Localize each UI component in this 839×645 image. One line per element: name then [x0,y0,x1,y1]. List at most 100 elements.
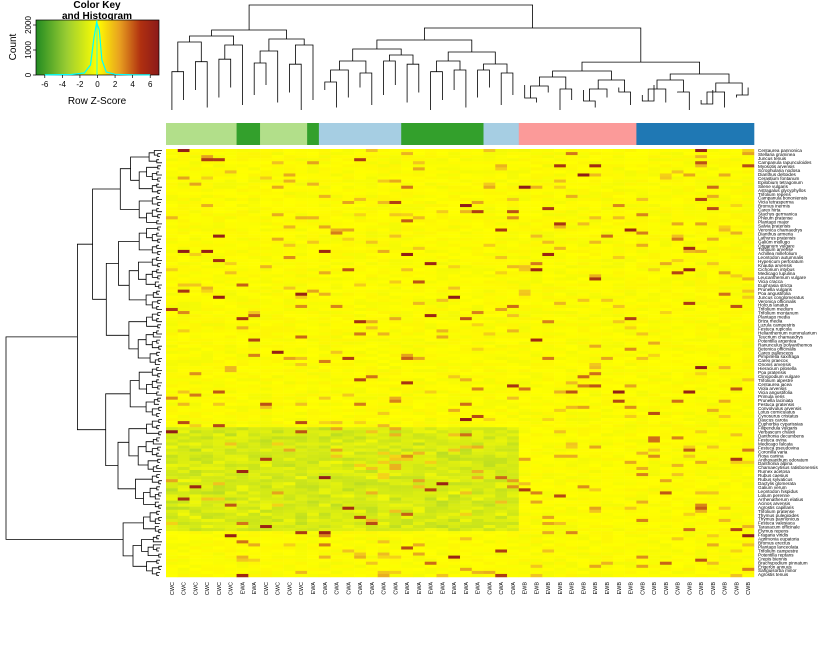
heatmap-cell [742,246,755,251]
heatmap-cell [530,393,543,397]
heatmap-cell [683,194,696,199]
heatmap-cell [683,399,696,403]
heatmap-cell [518,332,531,336]
heatmap-cell [695,396,708,400]
heatmap-cell [213,344,226,348]
heatmap-cell [365,314,378,318]
heatmap-cell [624,356,637,361]
heatmap-cell [483,268,496,272]
heatmap-cell [412,329,425,333]
heatmap-cell [742,283,755,287]
heatmap-cell [377,280,390,284]
heatmap-cell [224,194,237,199]
heatmap-cell [189,274,202,278]
heatmap-cell [436,408,449,413]
heatmap-cell [189,390,202,394]
heatmap-cell [448,363,461,367]
heatmap-cell [166,222,179,226]
heatmap-cell [518,182,531,186]
heatmap-cell [177,317,190,321]
heatmap-cell [318,405,331,410]
heatmap-cell [448,152,461,156]
heatmap-cell [330,390,343,394]
heatmap-cell [448,393,461,397]
heatmap-cell [530,436,543,440]
heatmap-cell [612,274,625,278]
heatmap-cell [460,204,473,208]
heatmap-cell [530,344,543,348]
heatmap-cell [224,421,237,425]
heatmap-cell [554,338,567,342]
heatmap-cell [389,335,402,339]
heatmap-cell [589,378,602,382]
heatmap-cell [706,298,719,303]
heatmap-cell [530,338,543,342]
heatmap-cell [601,249,614,254]
heatmap-cell [460,424,473,428]
heatmap-cell [412,185,425,189]
heatmap-cell [166,204,179,208]
heatmap-cell [377,359,390,364]
heatmap-cell [389,408,402,413]
heatmap-cell [612,405,625,410]
group-bar-segment-ewb [518,123,637,145]
heatmap-cell [377,170,390,174]
heatmap-cell [177,271,190,275]
heatmap-cell [307,317,320,321]
heatmap-cell [448,304,461,309]
heatmap-cell [283,240,296,245]
color-key: Color Key and Histogram -6 -4 -2 0 2 4 6 01000… [8,0,160,107]
row-dendrogram-branch [157,153,161,157]
heatmap-cell [389,149,402,153]
heatmap-cell [248,356,261,361]
heatmap-cell [483,381,496,385]
heatmap-cell [330,185,343,189]
heatmap-cell [365,347,378,352]
heatmap-cell [648,249,661,254]
heatmap-cell [342,188,355,193]
heatmap-cell [330,304,343,309]
heatmap-cell [424,332,437,336]
heatmap-cell [412,234,425,238]
heatmap-cell [542,259,555,263]
heatmap-cell [295,359,308,364]
heatmap-cell [236,359,249,364]
heatmap-cell [389,338,402,342]
heatmap-cell [742,197,755,202]
heatmap-cell [295,179,308,183]
heatmap-cell [706,225,719,229]
heatmap-cell [507,222,520,226]
heatmap-cell [495,427,508,431]
heatmap-cell [213,363,226,367]
heatmap-cell [271,353,284,358]
heatmap-cell [495,225,508,229]
heatmap-cell [742,185,755,189]
heatmap-cell [718,307,731,312]
heatmap-cell [424,265,437,269]
heatmap-cell [730,338,743,342]
heatmap-cell [624,408,637,413]
heatmap-cell [695,277,708,281]
heatmap-cell [236,304,249,309]
heatmap-cell [624,228,637,232]
heatmap-cell [236,286,249,290]
heatmap-cell [671,277,684,281]
heatmap-cell [624,433,637,437]
heatmap-cell [495,155,508,159]
heatmap-cell [342,436,355,440]
heatmap-cell [718,304,731,309]
heatmap-cell [401,421,414,425]
heatmap-cell [166,197,179,202]
heatmap-cell [624,436,637,440]
heatmap-cell [248,158,261,162]
heatmap-cell [577,396,590,400]
heatmap-cell [248,359,261,364]
heatmap-cell [236,307,249,312]
heatmap-cell [330,240,343,245]
heatmap-cell [424,307,437,312]
heatmap-cell [530,402,543,407]
heatmap-cell [589,246,602,251]
heatmap-cell [248,369,261,373]
heatmap-cell [718,408,731,413]
heatmap-cell [542,216,555,220]
